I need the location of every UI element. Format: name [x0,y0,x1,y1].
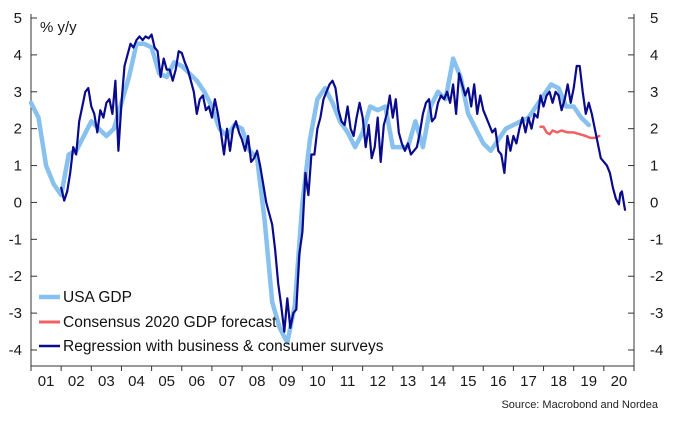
x-tick-label: 05 [158,373,175,390]
legend: USA GDP Consensus 2020 GDP forecast Regr… [39,289,384,355]
x-tick-label: 01 [38,373,55,390]
series-line-consensus-forecast [539,125,601,140]
x-tick-label: 19 [580,373,597,390]
series-line-usa-gdp [28,41,592,345]
x-tick-label: 18 [550,373,567,390]
right-y-tick-label: 2 [650,121,658,138]
x-tick-label: 13 [400,373,417,390]
left-y-tick-label: -4 [9,342,22,359]
x-tick-label: 15 [460,373,477,390]
right-y-tick-label: -1 [650,231,663,248]
right-y-tick-label: -4 [650,342,663,359]
legend-label-consensus: Consensus 2020 GDP forecast [63,314,277,331]
left-y-tick-label: 0 [14,194,22,211]
left-y-tick-label: 2 [14,121,22,138]
x-axis-ticks [30,366,635,371]
right-y-tick-label: 0 [650,194,658,211]
x-tick-label: 10 [309,373,326,390]
legend-label-regression: Regression with business & consumer surv… [63,338,384,355]
left-y-tick-label: 4 [14,47,22,64]
x-tick-label: 12 [369,373,386,390]
x-tick-label: 04 [128,373,145,390]
left-y-tick-label: -2 [9,268,22,285]
x-tick-label: 17 [520,373,537,390]
legend-label-usa-gdp: USA GDP [63,289,132,306]
right-y-tick-label: -3 [650,305,663,322]
x-tick-label: 14 [430,373,447,390]
source-note: Source: Macrobond and Nordea [501,399,658,411]
left-y-tick-label: 1 [14,158,22,175]
series-layer [28,33,627,345]
x-tick-label: 06 [188,373,205,390]
x-tick-label: 11 [340,373,356,390]
x-tick-label: 09 [279,373,296,390]
right-y-tick-label: 3 [650,84,658,101]
x-tick-label: 02 [68,373,85,390]
x-tick-label: 08 [249,373,266,390]
right-y-tick-label: 1 [650,158,658,175]
left-axis-tick-labels: 5 4 3 2 1 0 -1 -2 -3 -4 [9,10,22,359]
left-y-tick-label: 3 [14,84,22,101]
right-y-tick-label: 4 [650,47,658,64]
left-y-tick-label: -1 [9,231,22,248]
x-tick-label: 16 [490,373,507,390]
right-y-tick-label: 5 [650,10,658,27]
x-axis-tick-labels: 01 02 03 04 05 06 07 08 09 10 11 12 13 14 15 16 17 18 19 20 [38,373,628,390]
right-axis-tick-labels: 5 4 3 2 1 0 -1 -2 -3 -4 [650,10,663,359]
x-tick-label: 20 [611,373,628,390]
x-tick-label: 03 [98,373,115,390]
series-line-regression [60,33,627,333]
right-axis-ticks [628,17,634,351]
x-tick-label: 07 [219,373,236,390]
left-y-tick-label: -3 [9,305,22,322]
left-y-tick-label: 5 [14,10,22,27]
left-axis-ticks [31,17,37,351]
unit-label: % y/y [40,19,77,36]
right-y-tick-label: -2 [650,268,663,285]
